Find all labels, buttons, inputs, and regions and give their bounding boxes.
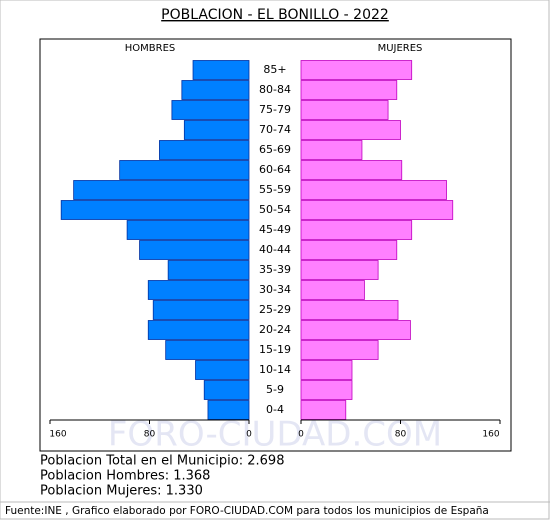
bar [203, 380, 250, 400]
category-label: 55-59 [259, 183, 291, 196]
bar [300, 100, 389, 120]
x-tick-label: 160 [49, 430, 66, 440]
category-label: 5-9 [266, 383, 284, 396]
category-label: 80-84 [259, 83, 291, 96]
bar [181, 80, 250, 100]
bar [300, 240, 398, 260]
category-label: 70-74 [259, 123, 291, 136]
bar [300, 400, 347, 420]
bar [207, 400, 250, 420]
category-label: 35-39 [259, 263, 291, 276]
category-label: 30-34 [259, 283, 291, 296]
x-tick-label: 80 [395, 430, 407, 440]
chart-title: POBLACION - EL BONILLO - 2022 [161, 7, 389, 23]
bar [300, 340, 379, 360]
bar [165, 340, 250, 360]
plot-box [39, 38, 512, 452]
bar [300, 360, 353, 380]
bar [73, 180, 250, 200]
bar [300, 160, 403, 180]
category-label: 45-49 [259, 223, 291, 236]
bar [139, 240, 250, 260]
bar [300, 380, 353, 400]
bar [60, 200, 250, 220]
legend-label: HOMBRES [125, 43, 176, 54]
bar [300, 140, 363, 160]
category-label: 75-79 [259, 103, 291, 116]
bar [152, 300, 250, 320]
x-tick-label: 0 [246, 430, 252, 440]
bar [147, 320, 250, 340]
bar [300, 280, 365, 300]
bar [300, 80, 398, 100]
bar [300, 200, 454, 220]
category-label: 20-24 [259, 323, 291, 336]
category-label: 0-4 [266, 403, 284, 416]
source: Fuente:INE , Grafico elaborado por FORO-… [5, 505, 489, 517]
bar [300, 60, 413, 80]
bar [126, 220, 250, 240]
bar [300, 260, 379, 280]
bar [159, 140, 250, 160]
category-label: 25-29 [259, 303, 291, 316]
category-label: 65-69 [259, 143, 291, 156]
x-tick-label: 160 [482, 430, 499, 440]
bar [167, 260, 250, 280]
category-label: 10-14 [259, 363, 291, 376]
category-label: 85+ [263, 63, 286, 76]
footer-line: Poblacion Mujeres: 1.330 [40, 484, 203, 499]
bar [300, 120, 401, 140]
bar [300, 300, 399, 320]
bar [183, 120, 250, 140]
category-label: 40-44 [259, 243, 291, 256]
bar [171, 100, 250, 120]
bar [195, 360, 250, 380]
legend-label: MUJERES [378, 43, 423, 54]
x-tick-label: 80 [144, 430, 156, 440]
x-tick-label: 0 [298, 430, 304, 440]
category-label: 15-19 [259, 343, 291, 356]
category-label: 50-54 [259, 203, 291, 216]
footer-line: Poblacion Hombres: 1.368 [40, 469, 210, 484]
bar [300, 220, 413, 240]
bar [147, 280, 250, 300]
bar [300, 320, 411, 340]
bar [192, 60, 250, 80]
footer-line: Poblacion Total en el Municipio: 2.698 [40, 454, 284, 469]
watermark: FORO-CIUDAD.COM [108, 415, 442, 455]
category-label: 60-64 [259, 163, 291, 176]
bar [300, 180, 447, 200]
bar [119, 160, 250, 180]
